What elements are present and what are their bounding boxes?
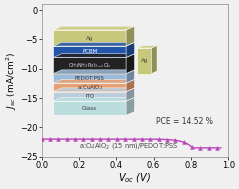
X-axis label: $V_{oc}$ (V): $V_{oc}$ (V) — [118, 171, 152, 185]
Y-axis label: $J_{sc}$ (mA/cm$^2$): $J_{sc}$ (mA/cm$^2$) — [4, 51, 19, 110]
Text: PCE = 14.52 %: PCE = 14.52 % — [156, 117, 213, 126]
Text: a:CuAlO$_2$ (15 nm)/PEDOT:PSS: a:CuAlO$_2$ (15 nm)/PEDOT:PSS — [79, 141, 178, 151]
